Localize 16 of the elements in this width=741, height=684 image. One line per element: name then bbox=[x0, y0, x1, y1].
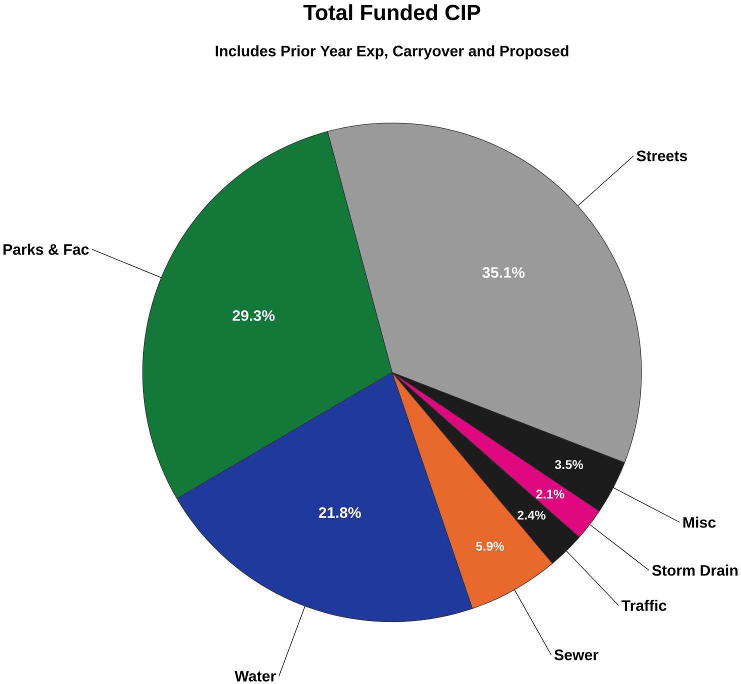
data-label: 2.1% bbox=[536, 490, 564, 499]
chart-subtitle: Includes Prior Year Exp, Carryover and Proposed bbox=[216, 45, 568, 60]
data-label: 5.9% bbox=[476, 542, 504, 551]
slice-label: Misc bbox=[683, 516, 716, 528]
slice-label: Water bbox=[234, 670, 276, 682]
slice-label: Storm Drain bbox=[652, 564, 738, 576]
data-label: 29.3% bbox=[232, 310, 275, 321]
slice-label: Sewer bbox=[554, 650, 598, 660]
data-label: 3.5% bbox=[554, 460, 584, 470]
slice-label: Streets bbox=[636, 150, 688, 162]
chart-title: Total Funded CIP bbox=[303, 4, 480, 20]
slice-label: Traffic bbox=[622, 600, 666, 611]
data-label: 2.4% bbox=[518, 510, 546, 520]
data-label: 21.8% bbox=[318, 507, 361, 518]
data-label: 35.1% bbox=[482, 267, 525, 278]
slice-label: Parks & Fac bbox=[4, 244, 89, 255]
